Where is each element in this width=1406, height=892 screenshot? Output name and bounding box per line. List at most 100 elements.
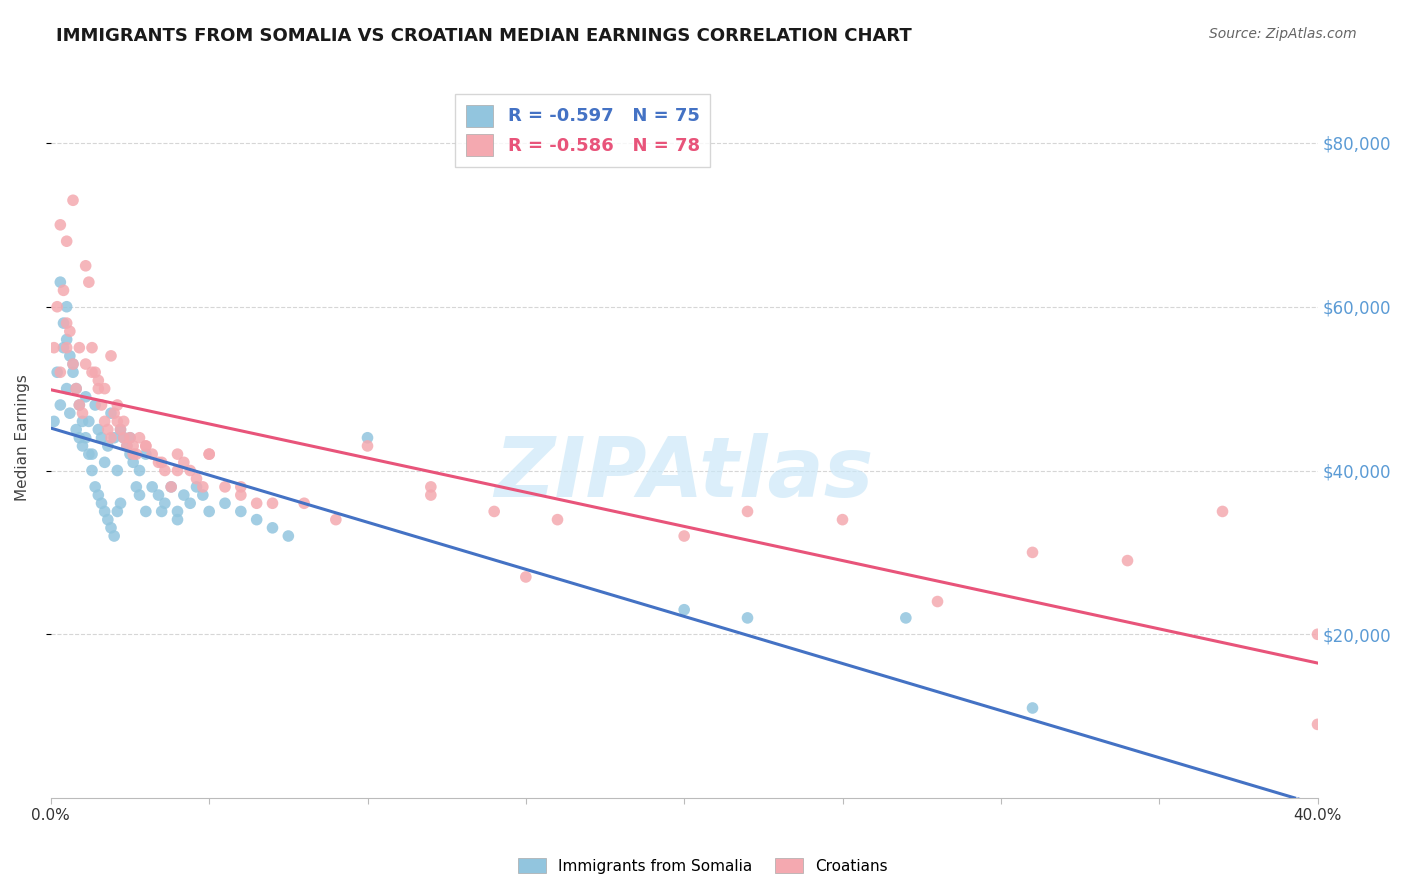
Point <box>246 496 269 510</box>
Point <box>166 447 188 461</box>
Point <box>547 513 569 527</box>
Point <box>112 414 135 428</box>
Point <box>59 324 82 338</box>
Point <box>62 357 84 371</box>
Point <box>87 488 110 502</box>
Point <box>49 218 72 232</box>
Point <box>186 472 208 486</box>
Point <box>105 414 128 428</box>
Point <box>65 423 87 437</box>
Point <box>62 194 84 208</box>
Point <box>90 398 112 412</box>
Point <box>122 455 145 469</box>
Point <box>87 382 110 396</box>
Point <box>84 365 107 379</box>
Point <box>49 365 72 379</box>
Point <box>262 496 284 510</box>
Point <box>1116 553 1139 567</box>
Point <box>515 570 537 584</box>
Point <box>49 398 72 412</box>
Point <box>65 382 87 396</box>
Point <box>737 504 759 518</box>
Point <box>150 455 173 469</box>
Point <box>72 414 94 428</box>
Point <box>191 480 214 494</box>
Point <box>160 480 183 494</box>
Point <box>148 488 170 502</box>
Point <box>1021 545 1043 559</box>
Point <box>49 275 72 289</box>
Point <box>122 439 145 453</box>
Point <box>75 390 97 404</box>
Point <box>166 504 188 518</box>
Point <box>118 431 141 445</box>
Point <box>160 480 183 494</box>
Point <box>673 529 696 543</box>
Point <box>46 365 69 379</box>
Point <box>894 611 917 625</box>
Point <box>77 414 100 428</box>
Legend: R = -0.597   N = 75, R = -0.586   N = 78: R = -0.597 N = 75, R = -0.586 N = 78 <box>456 94 710 167</box>
Point <box>148 455 170 469</box>
Point <box>67 341 90 355</box>
Point <box>55 234 77 248</box>
Point <box>97 439 120 453</box>
Point <box>105 398 128 412</box>
Point <box>100 431 122 445</box>
Point <box>80 463 103 477</box>
Point <box>292 496 315 510</box>
Point <box>75 259 97 273</box>
Point <box>112 431 135 445</box>
Point <box>42 414 65 428</box>
Y-axis label: Median Earnings: Median Earnings <box>15 375 30 501</box>
Point <box>122 447 145 461</box>
Point <box>97 513 120 527</box>
Point <box>52 341 75 355</box>
Point <box>118 431 141 445</box>
Point <box>59 406 82 420</box>
Point <box>128 463 150 477</box>
Point <box>90 431 112 445</box>
Point <box>62 357 84 371</box>
Point <box>67 431 90 445</box>
Point <box>110 423 132 437</box>
Text: IMMIGRANTS FROM SOMALIA VS CROATIAN MEDIAN EARNINGS CORRELATION CHART: IMMIGRANTS FROM SOMALIA VS CROATIAN MEDI… <box>56 27 912 45</box>
Point <box>46 300 69 314</box>
Point <box>62 365 84 379</box>
Point <box>356 431 378 445</box>
Point <box>128 431 150 445</box>
Point <box>93 455 115 469</box>
Point <box>80 341 103 355</box>
Point <box>75 431 97 445</box>
Point <box>72 439 94 453</box>
Point <box>103 431 125 445</box>
Point <box>105 504 128 518</box>
Point <box>118 447 141 461</box>
Point <box>135 439 157 453</box>
Point <box>65 382 87 396</box>
Point <box>135 504 157 518</box>
Point <box>214 496 236 510</box>
Point <box>1211 504 1233 518</box>
Text: Source: ZipAtlas.com: Source: ZipAtlas.com <box>1209 27 1357 41</box>
Point <box>214 480 236 494</box>
Point <box>173 455 195 469</box>
Point <box>125 480 148 494</box>
Point <box>325 513 347 527</box>
Point <box>77 275 100 289</box>
Point <box>927 594 949 608</box>
Point <box>80 365 103 379</box>
Point <box>115 439 138 453</box>
Point <box>59 349 82 363</box>
Point <box>100 349 122 363</box>
Point <box>100 521 122 535</box>
Point <box>75 357 97 371</box>
Point <box>93 382 115 396</box>
Point <box>419 488 441 502</box>
Point <box>1306 717 1329 731</box>
Point <box>1306 627 1329 641</box>
Point <box>153 496 176 510</box>
Point <box>173 488 195 502</box>
Point <box>52 316 75 330</box>
Point <box>482 504 505 518</box>
